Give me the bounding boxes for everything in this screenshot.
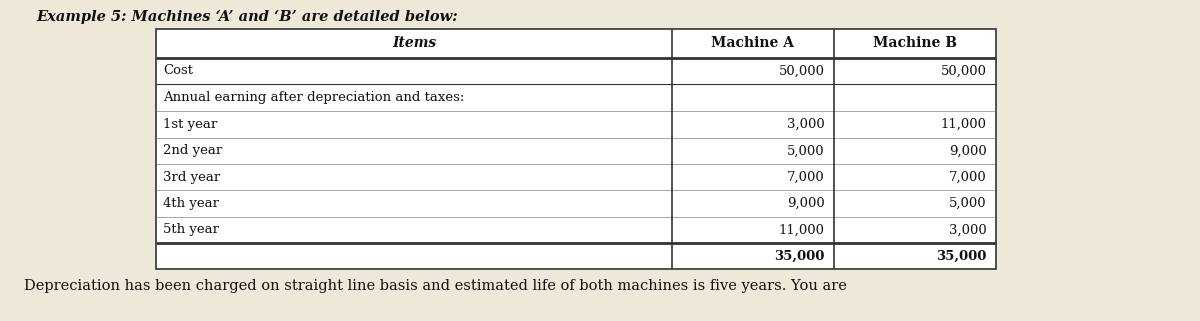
Text: Machine A: Machine A [712,36,794,50]
Text: Annual earning after depreciation and taxes:: Annual earning after depreciation and ta… [163,91,464,104]
Text: 2nd year: 2nd year [163,144,222,157]
Text: 35,000: 35,000 [936,250,986,263]
Text: 3rd year: 3rd year [163,171,221,184]
Text: Machine B: Machine B [874,36,958,50]
Text: 11,000: 11,000 [941,118,986,131]
Text: 7,000: 7,000 [949,171,986,184]
Text: 4th year: 4th year [163,197,220,210]
Text: Depreciation has been charged on straight line basis and estimated life of both : Depreciation has been charged on straigh… [24,279,847,293]
Text: 9,000: 9,000 [949,144,986,157]
Text: 50,000: 50,000 [941,65,986,77]
Text: Cost: Cost [163,65,193,77]
Text: 7,000: 7,000 [787,171,824,184]
Text: 5,000: 5,000 [787,144,824,157]
Text: 5th year: 5th year [163,223,220,236]
Text: 3,000: 3,000 [787,118,824,131]
Text: Example 5: Machines ‘A’ and ‘B’ are detailed below:: Example 5: Machines ‘A’ and ‘B’ are deta… [36,10,457,24]
Text: 50,000: 50,000 [779,65,824,77]
Text: 11,000: 11,000 [779,223,824,236]
Text: 35,000: 35,000 [774,250,824,263]
Text: 9,000: 9,000 [787,197,824,210]
Text: 1st year: 1st year [163,118,217,131]
Text: 5,000: 5,000 [949,197,986,210]
Text: 3,000: 3,000 [949,223,986,236]
Text: Items: Items [392,36,436,50]
